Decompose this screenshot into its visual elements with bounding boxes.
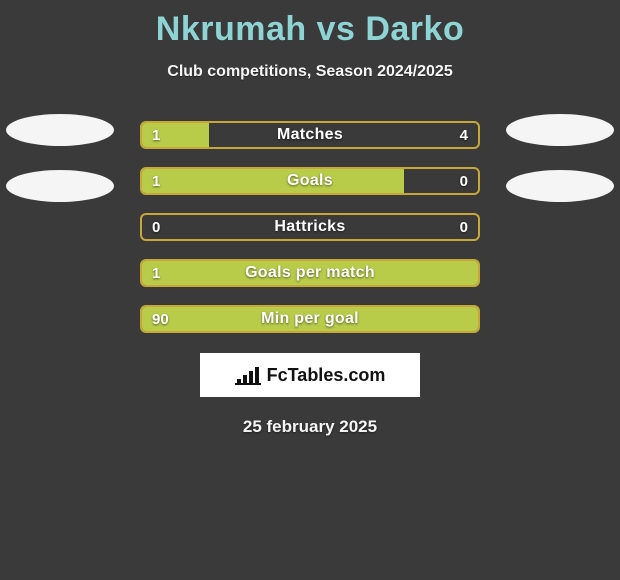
- stat-bar: 00Hattricks: [140, 213, 480, 241]
- stat-bar: 1Goals per match: [140, 259, 480, 287]
- brand-chart-icon: [235, 365, 261, 385]
- right-ellipse-column: [500, 114, 620, 202]
- stat-label: Matches: [142, 123, 478, 147]
- stat-label: Min per goal: [142, 307, 478, 331]
- page-subtitle: Club competitions, Season 2024/2025: [0, 63, 620, 81]
- player-ellipse: [6, 114, 114, 146]
- player-ellipse: [6, 170, 114, 202]
- stat-label: Goals: [142, 169, 478, 193]
- left-ellipse-column: [0, 114, 120, 202]
- brand-box: FcTables.com: [200, 353, 420, 397]
- date-label: 25 february 2025: [0, 417, 620, 437]
- player-ellipse: [506, 170, 614, 202]
- brand-text: FcTables.com: [267, 365, 386, 386]
- page-title: Nkrumah vs Darko: [0, 0, 620, 49]
- stat-bar: 10Goals: [140, 167, 480, 195]
- player-ellipse: [506, 114, 614, 146]
- stat-label: Hattricks: [142, 215, 478, 239]
- stat-label: Goals per match: [142, 261, 478, 285]
- stats-container: 14Matches 10Goals 00Hattricks 1Goals per ma…: [140, 121, 480, 333]
- stat-bar: 90Min per goal: [140, 305, 480, 333]
- stat-bar: 14Matches: [140, 121, 480, 149]
